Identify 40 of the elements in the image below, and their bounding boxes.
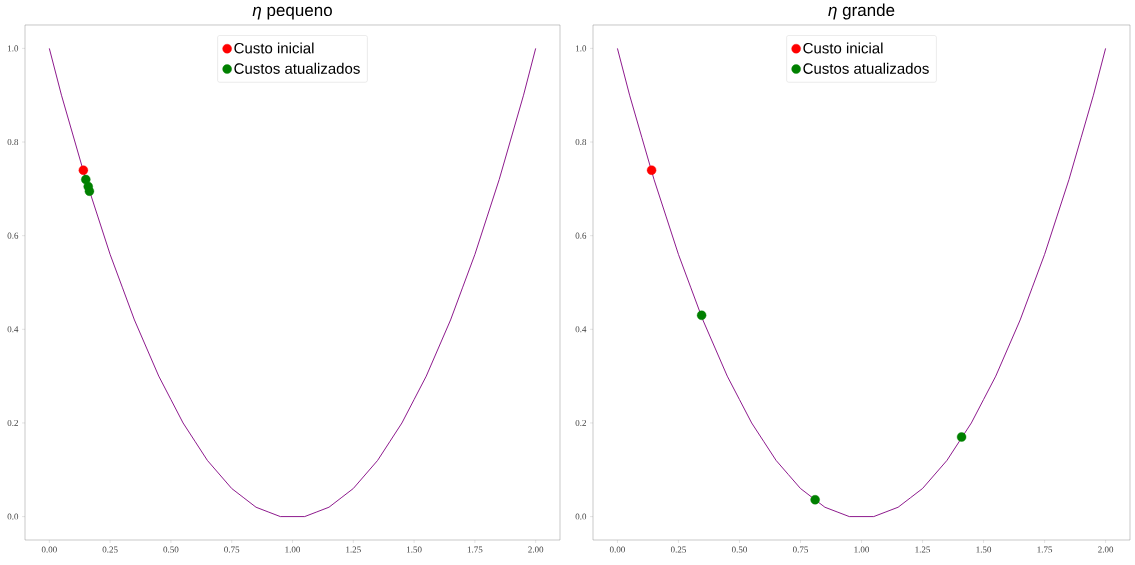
point: [646, 165, 657, 175]
y-tick-label: 0.4: [575, 326, 587, 333]
x-tick-label: 1.75: [467, 546, 483, 553]
chart-title: η grande: [828, 3, 895, 20]
x-tick-label: 1.50: [976, 546, 992, 553]
x-tick-label: 1.25: [915, 546, 931, 553]
x-tick-label: 2.00: [528, 546, 544, 553]
x-tick-label: 0.75: [224, 546, 240, 553]
y-tick-label: 0.8: [7, 138, 19, 146]
legend-label: Custos atualizados: [234, 62, 360, 74]
y-tick-label: 0.6: [7, 232, 19, 239]
y-tick-label: 0.8: [575, 138, 587, 146]
legend-label: Custo inicial: [234, 42, 314, 54]
x-tick-label: 1.75: [1037, 546, 1053, 553]
point: [810, 495, 820, 505]
y-tick-label: 0.0: [575, 513, 587, 520]
x-tick-label: 1.50: [407, 546, 422, 553]
legend-label: Custo inicial: [803, 42, 883, 54]
y-tick-label: 1.0: [8, 45, 19, 52]
x-tick-label: 1.00: [285, 546, 301, 553]
x-tick-label: 2.00: [1098, 546, 1114, 553]
y-tick-label: 0.2: [575, 419, 586, 427]
y-tick-label: 0.2: [7, 419, 18, 427]
y-tick-label: 0.6: [575, 232, 587, 239]
x-tick-label: 0.50: [163, 546, 179, 553]
point: [696, 310, 707, 320]
y-tick-label: 0.4: [7, 326, 19, 333]
point: [956, 432, 967, 442]
x-tick-label: 0.25: [102, 546, 118, 553]
chart-title: η pequeno: [252, 6, 332, 20]
x-tick-label: 1.25: [346, 546, 361, 553]
x-tick-label: 0.00: [609, 546, 625, 553]
x-tick-label: 1.00: [854, 546, 870, 553]
y-tick-label: 1.0: [576, 45, 587, 52]
x-tick-label: 0.75: [792, 546, 809, 553]
y-tick-label: 0.0: [7, 513, 19, 520]
x-tick-label: 0.25: [670, 546, 686, 553]
x-tick-label: 0.00: [41, 546, 57, 553]
legend-label: Custos atualizados: [803, 62, 929, 74]
x-tick-label: 0.50: [731, 546, 747, 553]
